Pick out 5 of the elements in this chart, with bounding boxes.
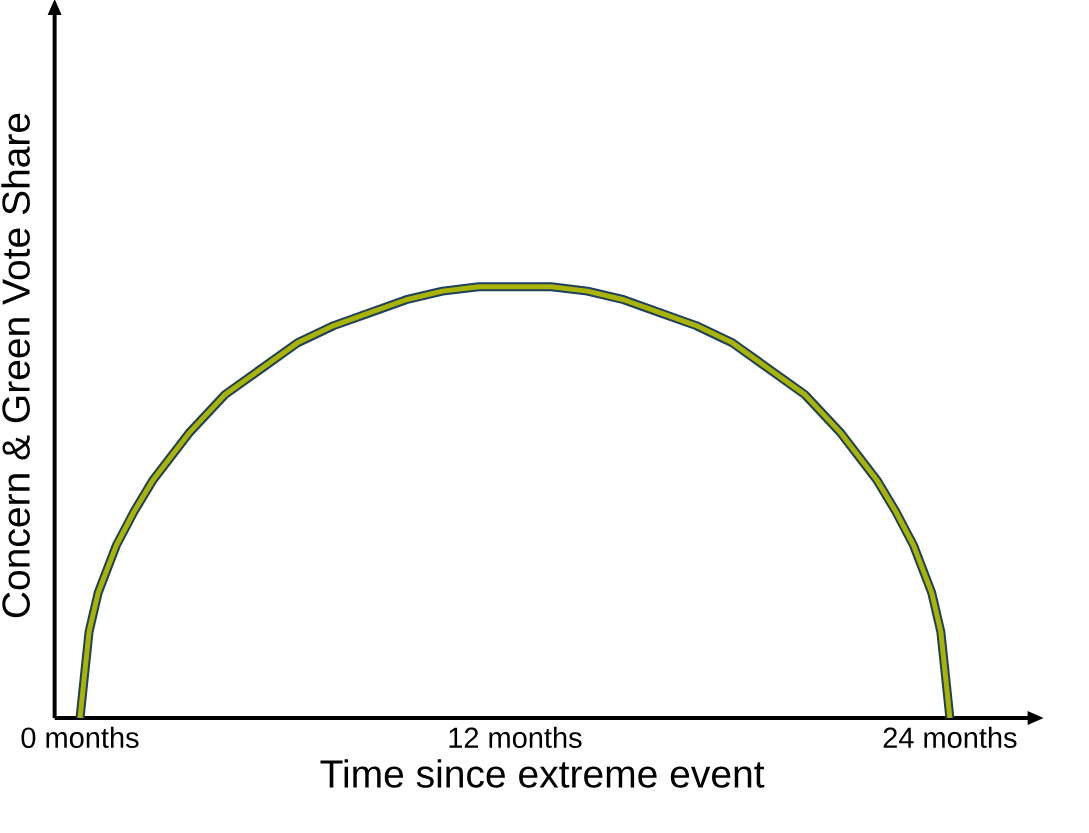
y-axis-title: Concern & Green Vote Share bbox=[1, 113, 30, 618]
x-tick-label: 0 months bbox=[21, 726, 139, 749]
x-tick-label: 24 months bbox=[883, 726, 1017, 749]
x-axis-title: Time since extreme event bbox=[320, 759, 765, 788]
x-tick-label: 12 months bbox=[449, 726, 582, 749]
